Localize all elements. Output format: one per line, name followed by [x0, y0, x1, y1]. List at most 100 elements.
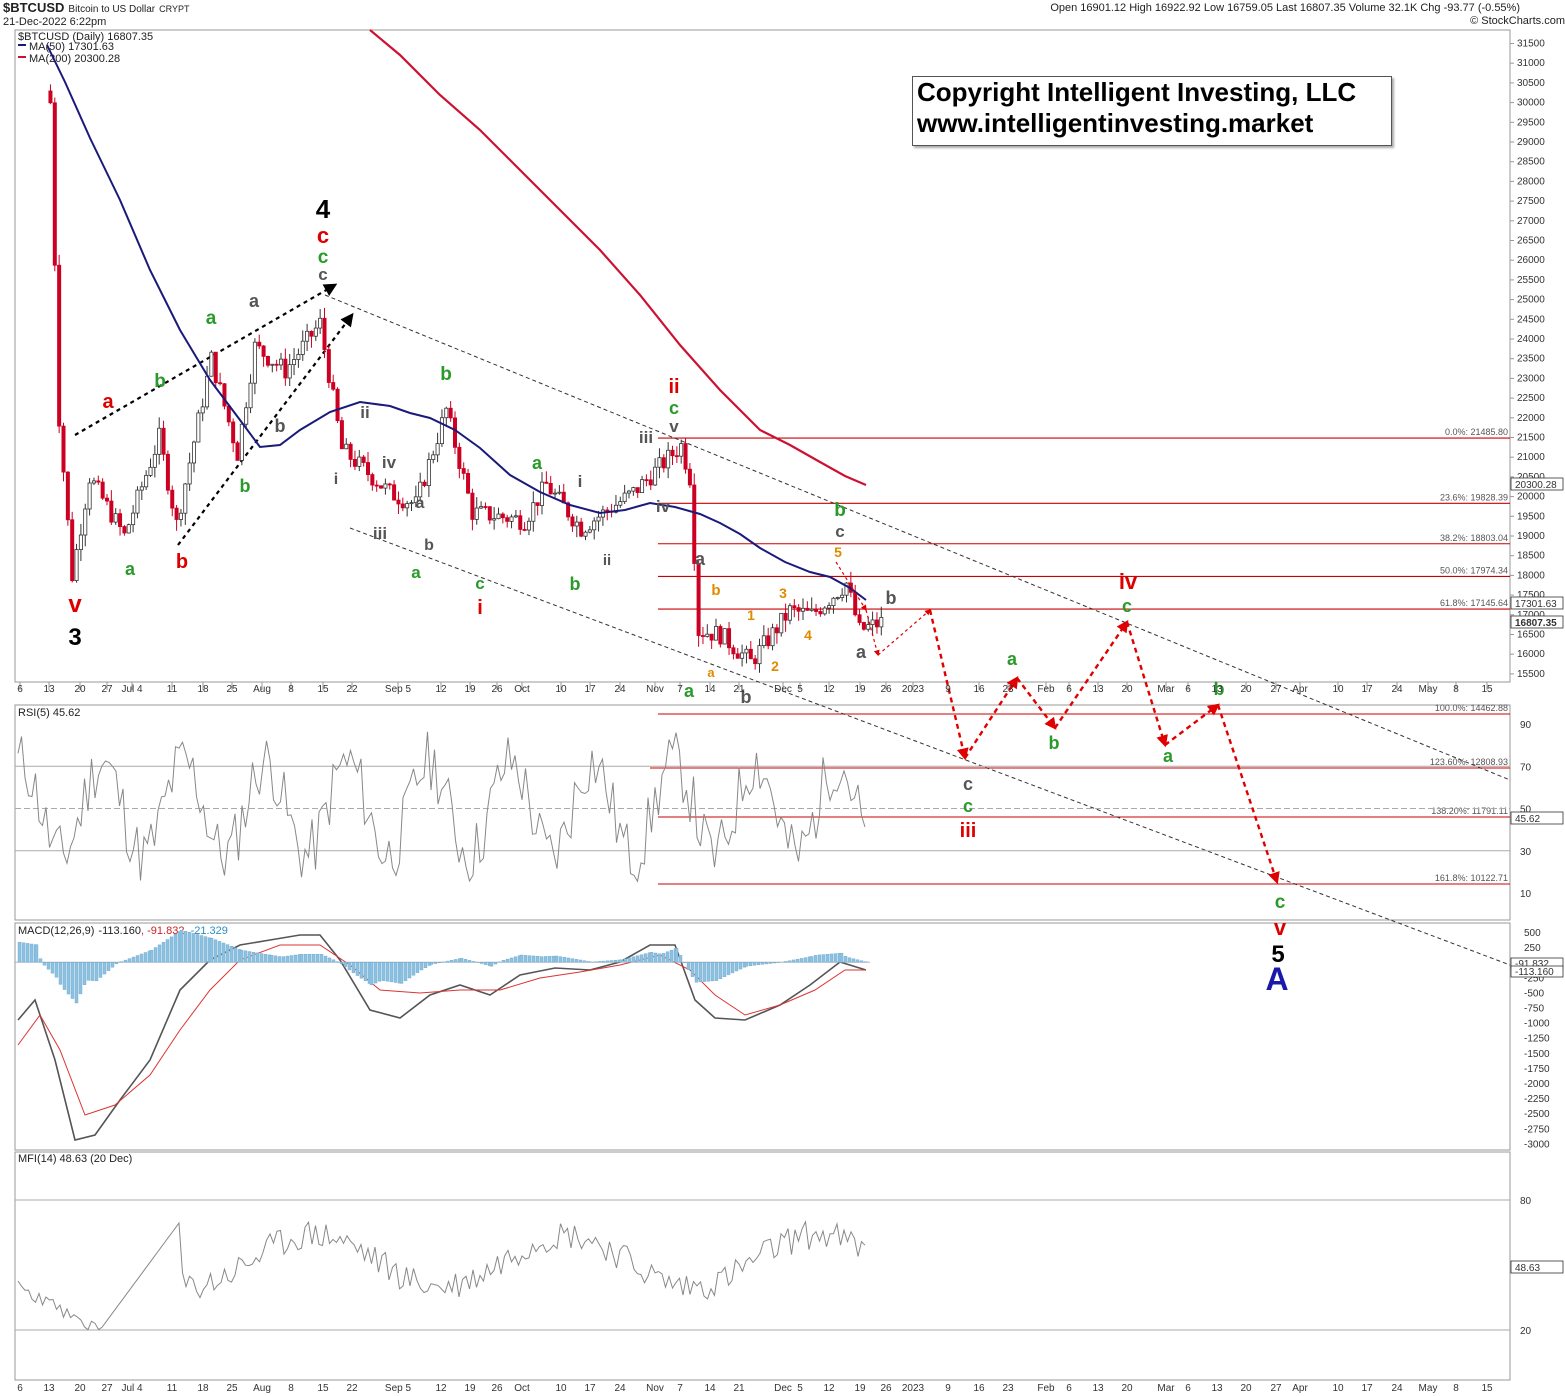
macd-histogram-bar — [821, 954, 826, 963]
candle-body — [870, 619, 875, 625]
macd-histogram-bar — [471, 961, 476, 963]
macd-histogram-bar — [331, 959, 336, 963]
macd-histogram-bar — [661, 953, 666, 963]
candle-body — [48, 90, 53, 104]
candle-body — [487, 506, 492, 521]
candle-body — [874, 619, 879, 628]
candle-body — [714, 626, 719, 641]
x-tick-label-bottom: 26 — [880, 1383, 892, 1394]
candle-body — [400, 503, 405, 509]
wave-label: iv — [382, 453, 397, 472]
x-tick-label-top: 16 — [973, 684, 985, 695]
macd-histogram-bar — [843, 956, 848, 963]
candle-body — [644, 479, 649, 482]
x-tick-label-top: 19 — [854, 684, 866, 695]
rsi-line — [17, 731, 866, 883]
macd-histogram-bar — [415, 962, 420, 973]
wave-label: b — [741, 687, 752, 707]
macd-histogram-bar — [686, 962, 691, 971]
x-tick-label-top: 8 — [288, 684, 294, 695]
candle-body — [587, 529, 592, 533]
candle-body — [392, 484, 397, 501]
macd-histogram-bar — [327, 957, 332, 963]
macd-histogram-bar — [217, 941, 222, 963]
macd-histogram-bar — [343, 962, 348, 967]
macd-histogram-bar — [251, 952, 256, 963]
macd-histogram-bar — [554, 955, 559, 963]
candle-body — [96, 480, 101, 483]
candle-body — [827, 605, 832, 609]
macd-histogram-bar — [281, 956, 286, 963]
x-tick-label-top: 6 — [1185, 684, 1191, 695]
x-tick-label-bottom: 16 — [973, 1383, 985, 1394]
macd-histogram-bar — [493, 962, 498, 965]
candle-body — [305, 330, 310, 342]
x-tick-label-bottom: Apr — [1292, 1383, 1308, 1394]
macd-histogram-bar — [783, 961, 788, 963]
candle-body — [191, 441, 196, 464]
x-tick-label-top: Aug — [253, 684, 271, 695]
wave-label: b — [275, 416, 286, 436]
macd-histogram-bar — [199, 935, 204, 963]
chart-symbol: $BTCUSD Bitcoin to US Dollar CRYPT — [3, 0, 190, 15]
macd-histogram-bar — [46, 962, 51, 970]
wave-label: c — [1275, 892, 1286, 913]
macd-histogram-bar — [623, 958, 628, 963]
macd-histogram-bar — [619, 959, 624, 963]
candle-body — [322, 317, 327, 350]
candle-body — [674, 455, 679, 458]
macd-histogram-bar — [102, 962, 107, 975]
x-tick-label-top: 20 — [1240, 684, 1252, 695]
macd-histogram-bar — [738, 962, 743, 970]
candle-body — [270, 363, 275, 366]
macd-histogram-bar — [381, 962, 386, 981]
x-tick-label-top: 6 — [17, 684, 23, 695]
candle-body — [761, 635, 766, 647]
macd-histogram-bar — [445, 960, 450, 963]
candle-body — [348, 443, 353, 460]
candle-body — [744, 648, 749, 654]
macd-histogram-bar — [106, 962, 111, 971]
wave-label: c — [317, 223, 329, 248]
candle-body — [213, 351, 218, 384]
candle-body — [431, 454, 436, 460]
mfi-line — [17, 1220, 866, 1331]
x-tick-label-bottom: 12 — [823, 1383, 835, 1394]
x-tick-label-top: 11 — [167, 684, 178, 695]
macd-histogram-bar — [479, 962, 484, 964]
candle-body — [131, 512, 136, 526]
macd-histogram-bar — [574, 959, 579, 963]
macd-histogram-bar — [34, 944, 39, 963]
macd-histogram-bar — [547, 956, 552, 963]
wave-label: b — [711, 582, 720, 599]
candle-body — [379, 485, 384, 489]
candle-body — [566, 502, 571, 518]
macd-histogram-bar — [839, 952, 844, 963]
candle-body — [666, 449, 671, 469]
macd-histogram-bar — [859, 960, 864, 963]
candle-body — [344, 443, 349, 450]
macd-histogram-bar — [459, 958, 464, 963]
candle-body — [840, 594, 845, 598]
macd-histogram-bar — [411, 962, 416, 976]
macd-tag — [1510, 965, 1564, 978]
projected-wave-arrow — [1216, 704, 1280, 885]
candle-body — [126, 524, 131, 534]
chart-date: 21-Dec-2022 6:22pm — [3, 16, 106, 28]
x-tick-label-top: 26 — [491, 684, 503, 695]
candle-body — [670, 449, 675, 457]
x-tick-label-bottom: 2023 — [902, 1383, 925, 1394]
macd-histogram-bar — [179, 930, 184, 963]
price-tick-label: 16000 — [1517, 649, 1545, 660]
x-tick-label-top: 14 — [704, 684, 716, 695]
macd-histogram-bar — [570, 958, 575, 963]
rsi-tag-text: 45.62 — [1515, 814, 1540, 825]
candle-body — [687, 468, 692, 486]
macd-histogram-bar — [50, 962, 55, 974]
macd-histogram-bar — [531, 955, 536, 963]
price-tick-label: 17500 — [1517, 590, 1545, 601]
x-tick-label-top: 8 — [1453, 684, 1459, 695]
macd-histogram-bar — [678, 955, 683, 963]
macd-histogram-bar — [311, 954, 316, 963]
